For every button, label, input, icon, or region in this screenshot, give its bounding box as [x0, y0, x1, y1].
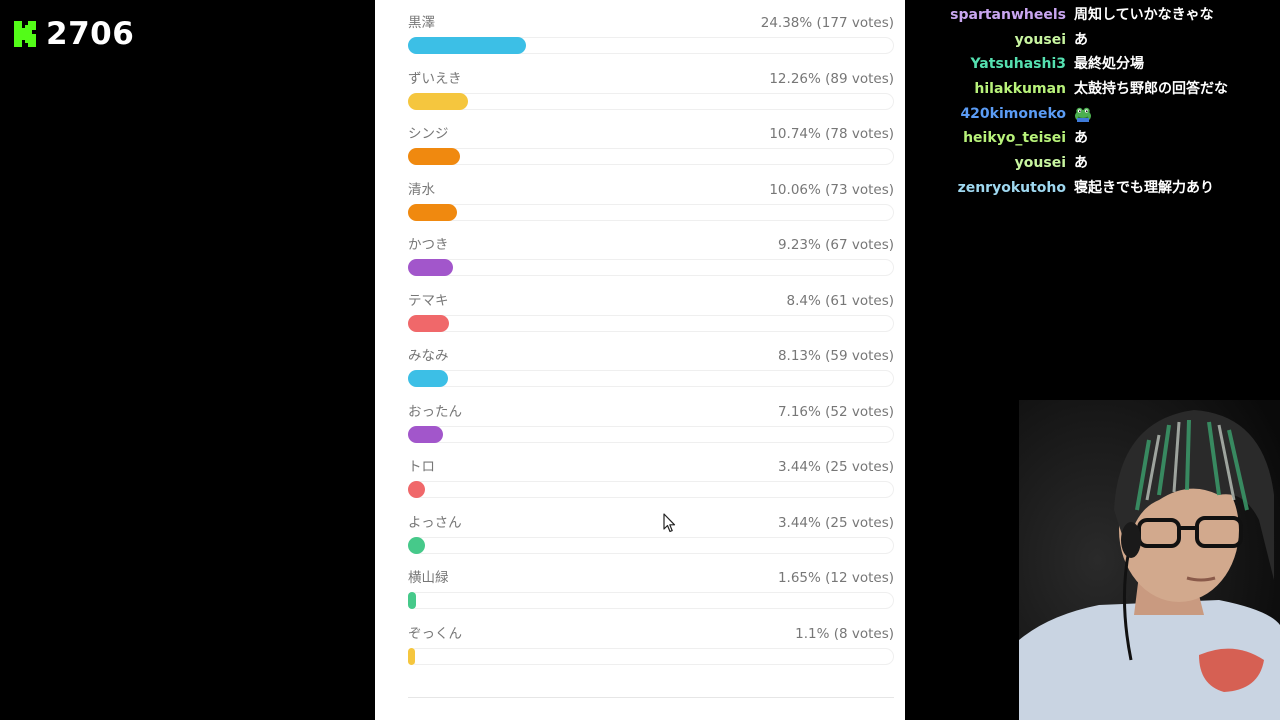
poll-option-stat: 9.23% (67 votes) — [777, 237, 894, 253]
chat-message: hilakkuman 太鼓持ち野郎の回答だな — [900, 78, 1280, 103]
poll-option-bar-track — [408, 592, 894, 609]
chat-message: spartanwheels 周知していかなきゃな — [900, 4, 1280, 29]
poll-option-row: よっさん 3.44% (25 votes) — [408, 514, 894, 570]
poll-option-row: ぞっくん 1.1% (8 votes) — [408, 625, 894, 681]
poll-option-bar-track — [408, 370, 894, 387]
poll-option-row: シンジ 10.74% (78 votes) — [408, 125, 894, 181]
poll-option-stat: 12.26% (89 votes) — [769, 70, 894, 87]
streamer-webcam-image — [1019, 400, 1280, 720]
poll-option-bar-fill — [408, 92, 468, 110]
chat-username[interactable]: Yatsuhashi3 — [970, 56, 1066, 73]
poll-option-row: トロ 3.44% (25 votes) — [408, 458, 894, 514]
poll-option-bar-fill — [408, 592, 417, 609]
poll-option-bar-fill — [408, 647, 415, 665]
poll-option-row: 清水 10.06% (73 votes) — [408, 181, 894, 237]
poll-option-row: おったん 7.16% (52 votes) — [408, 403, 894, 459]
poll-option-stat: 10.06% (73 votes) — [769, 181, 894, 198]
poll-option-label: シンジ — [408, 126, 449, 142]
chat-message-text — [1074, 103, 1092, 125]
poll-option-bar-track — [408, 148, 894, 165]
viewer-counter: 2706 — [14, 14, 134, 54]
chat-username[interactable]: 420kimoneko — [960, 105, 1066, 122]
poll-option-bar-track — [408, 92, 894, 110]
chat-message-text: 太鼓持ち野郎の回答だな — [1074, 81, 1228, 98]
poll-option-stat: 3.44% (25 votes) — [777, 514, 894, 531]
chat-message: Yatsuhashi3 最終処分場 — [900, 53, 1280, 78]
poll-option-bar-track — [408, 259, 894, 276]
poll-option-bar-track — [408, 647, 894, 665]
poll-results-panel: 黒澤 24.38% (177 votes) ずいえき 12.26% (89 votes… — [375, 0, 905, 720]
chat-message-text: 最終処分場 — [1074, 56, 1144, 73]
poll-option-bar-track — [408, 425, 894, 443]
poll-option-label: ずいえき — [408, 70, 462, 87]
viewer-count: 2706 — [46, 16, 135, 52]
poll-option-bar-fill — [408, 203, 457, 221]
chat-message: 420kimoneko — [900, 103, 1280, 128]
chat-message-text: あ — [1074, 130, 1088, 147]
poll-option-stat: 1.65% (12 votes) — [777, 570, 894, 586]
poll-option-bar-track — [408, 203, 894, 221]
chat-message: yousei あ — [900, 152, 1280, 177]
poll-option-label: おったん — [408, 403, 462, 420]
chat-message-text: あ — [1074, 31, 1088, 48]
poll-option-label: テマキ — [408, 292, 449, 309]
poll-option-bar-track — [408, 536, 894, 554]
poll-option-bar-fill — [408, 425, 443, 443]
chat-overlay: spartanwheels 周知していかなきゃな yousei あ Yatsuhashi… — [900, 4, 1280, 202]
poll-option-row: ずいえき 12.26% (89 votes) — [408, 70, 894, 126]
poll-option-label: 清水 — [408, 181, 435, 198]
poll-option-stat: 7.16% (52 votes) — [777, 403, 894, 420]
poll-option-row: テマキ 8.4% (61 votes) — [408, 292, 894, 348]
chat-message: zenryokutoho 寝起きでも理解力あり — [900, 177, 1280, 202]
poll-option-bar-fill — [408, 314, 449, 332]
chat-username[interactable]: heikyo_teisei — [963, 130, 1066, 147]
kick-logo-icon — [14, 21, 36, 47]
poll-option-bar-fill — [408, 259, 453, 276]
poll-option-stat: 8.13% (59 votes) — [777, 348, 894, 364]
poll-option-row: 黒澤 24.38% (177 votes) — [408, 14, 894, 70]
poll-option-label: ぞっくん — [408, 625, 462, 642]
chat-username[interactable]: zenryokutoho — [957, 179, 1066, 196]
poll-option-label: よっさん — [408, 514, 462, 531]
poll-option-bar-track — [408, 37, 894, 54]
poll-option-bar-fill — [408, 37, 527, 54]
poll-option-label: かつき — [408, 237, 449, 253]
frog-emote-icon — [1075, 107, 1091, 122]
chat-message: yousei あ — [900, 29, 1280, 54]
poll-option-stat: 3.44% (25 votes) — [777, 459, 894, 475]
chat-username[interactable]: yousei — [1014, 31, 1066, 48]
chat-username[interactable]: yousei — [1014, 155, 1066, 172]
poll-option-label: 横山緑 — [408, 570, 449, 586]
poll-option-label: 黒澤 — [408, 15, 435, 31]
poll-option-stat: 24.38% (177 votes) — [760, 15, 894, 31]
poll-option-bar-track — [408, 314, 894, 332]
poll-option-stat: 8.4% (61 votes) — [786, 292, 894, 309]
poll-option-bar-fill — [408, 370, 448, 387]
poll-divider — [408, 697, 894, 698]
poll-option-bar-fill — [408, 148, 461, 165]
poll-option-label: みなみ — [408, 348, 449, 364]
chat-message-text: 寝起きでも理解力あり — [1074, 179, 1214, 196]
chat-username[interactable]: hilakkuman — [974, 81, 1066, 98]
chat-messages-list: spartanwheels 周知していかなきゃな yousei あ Yatsuhashi… — [900, 4, 1280, 202]
mouse-cursor-icon — [663, 513, 676, 533]
webcam-feed — [1019, 400, 1280, 720]
poll-option-label: トロ — [408, 459, 435, 475]
chat-message-text: あ — [1074, 155, 1088, 172]
chat-message-text: 周知していかなきゃな — [1074, 7, 1214, 23]
poll-option-row: みなみ 8.13% (59 votes) — [408, 347, 894, 403]
poll-option-bar-fill — [408, 536, 425, 554]
poll-option-bar-track — [408, 481, 894, 498]
poll-option-bar-fill — [408, 481, 425, 498]
poll-option-stat: 1.1% (8 votes) — [795, 625, 894, 642]
poll-option-row: かつき 9.23% (67 votes) — [408, 236, 894, 292]
chat-message: heikyo_teisei あ — [900, 127, 1280, 152]
poll-option-row: 横山緑 1.65% (12 votes) — [408, 569, 894, 625]
chat-username[interactable]: spartanwheels — [950, 7, 1066, 23]
poll-option-stat: 10.74% (78 votes) — [769, 126, 894, 142]
